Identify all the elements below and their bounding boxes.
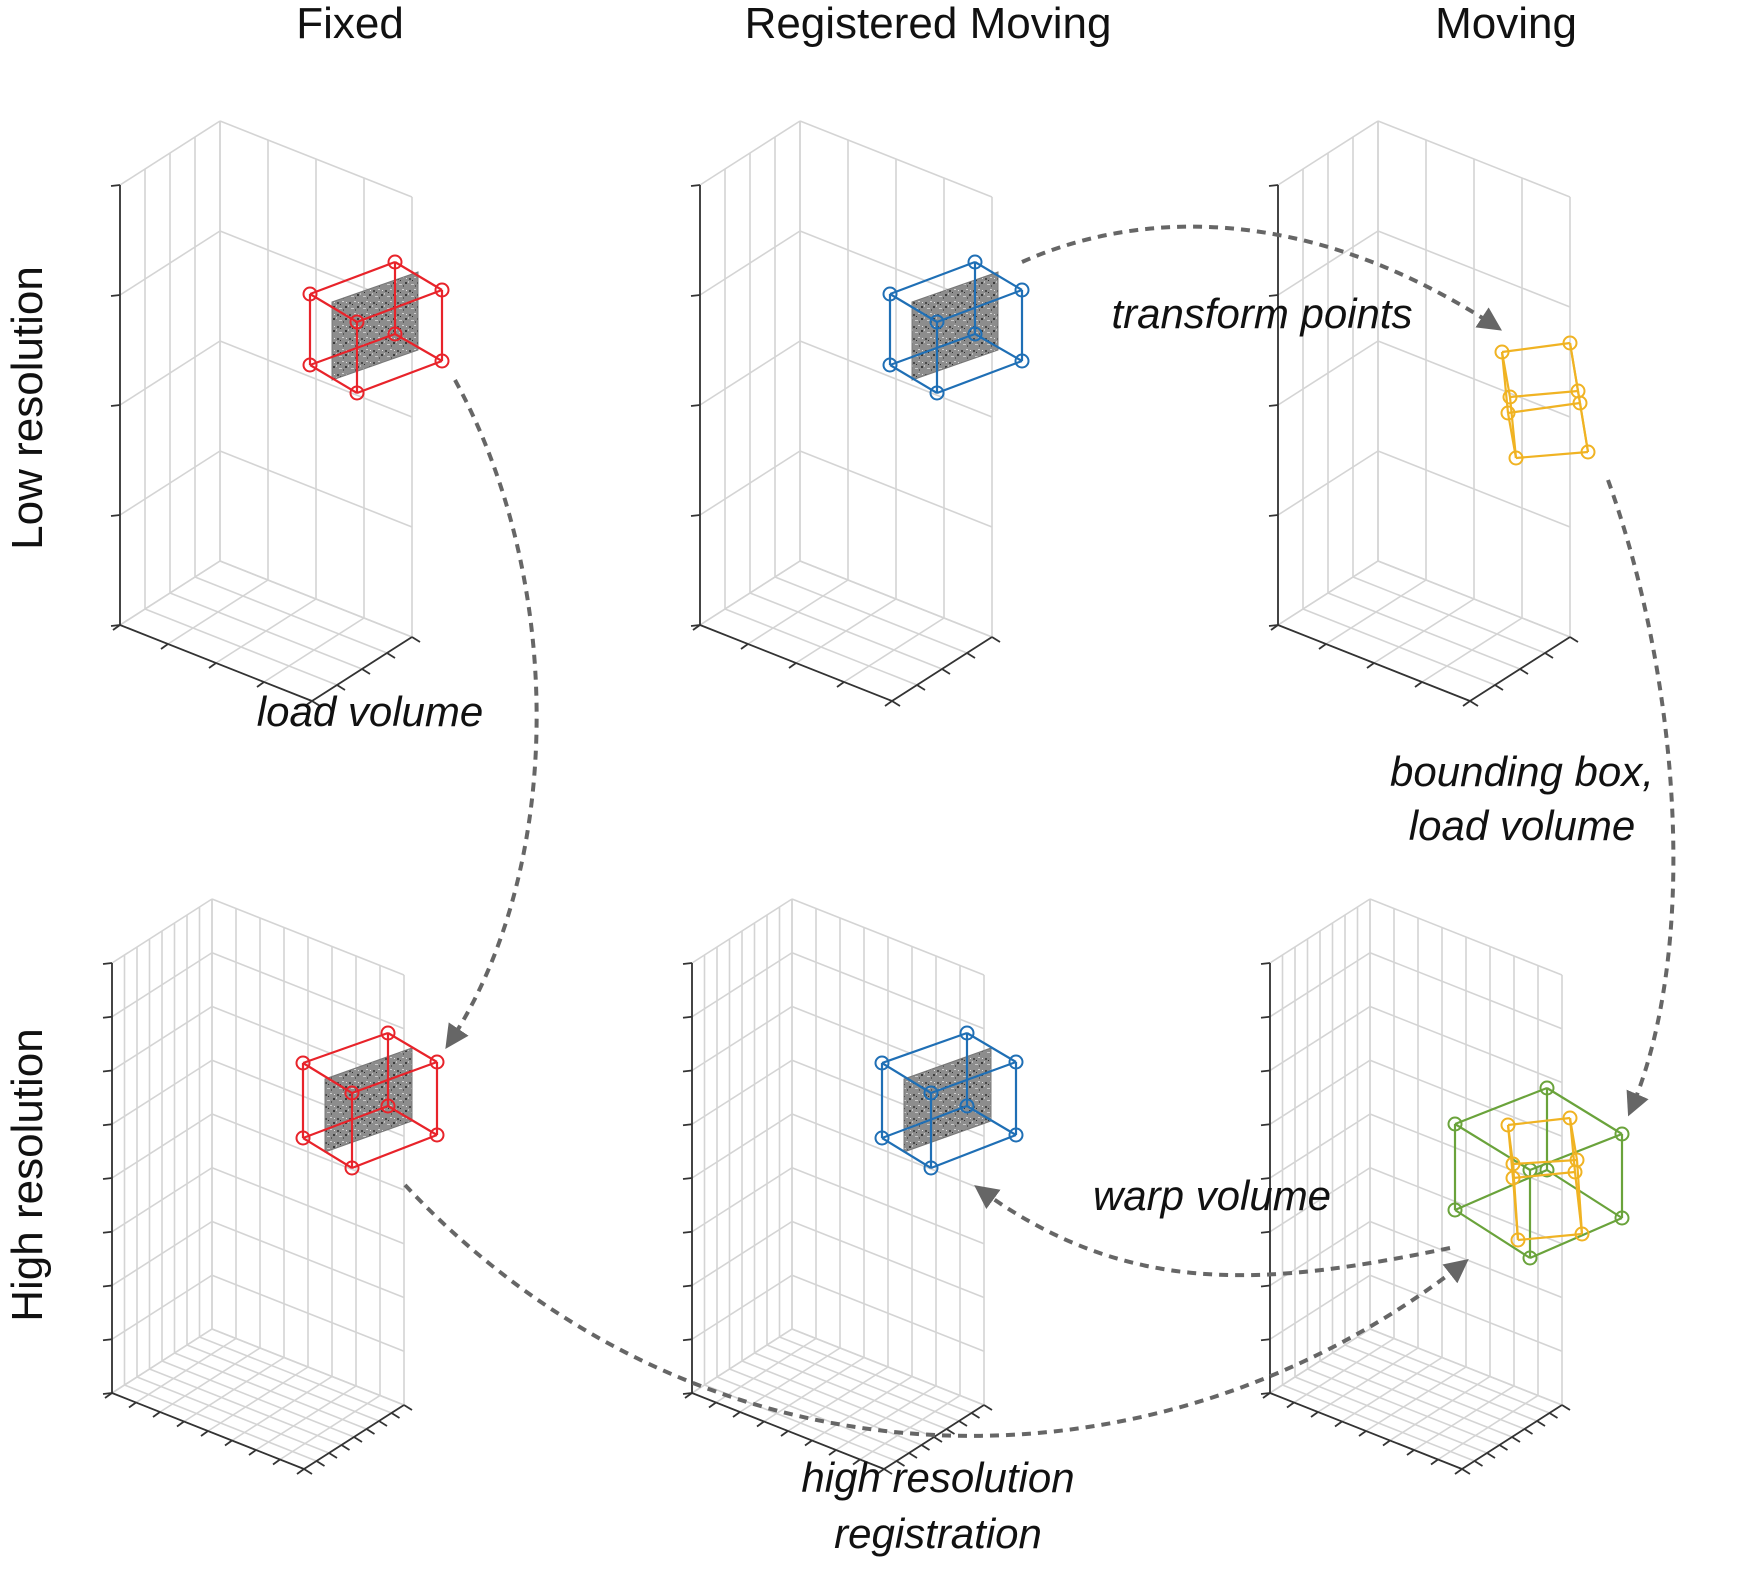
label-warp-volume: warp volume <box>1093 1172 1331 1219</box>
moving-points-high <box>1500 1110 1590 1248</box>
axes-registered-low <box>690 120 1001 707</box>
column-title-fixed: Fixed <box>296 0 404 48</box>
label-high-resolution: high resolution <box>801 1454 1074 1501</box>
arrow-transform-points <box>1021 224 1503 331</box>
label-load-volume-2: load volume <box>1409 802 1635 849</box>
axes-fixed-high <box>102 898 413 1475</box>
arrow-bounding-box-load-volume <box>1606 479 1676 1117</box>
axes-moving-low <box>1268 120 1579 707</box>
label-load-volume: load volume <box>257 688 483 735</box>
axes-registered-high <box>682 898 993 1475</box>
label-transform-points: transform points <box>1111 290 1412 337</box>
registered-volume-box-low <box>882 254 1030 401</box>
fixed-volume-box-high <box>295 1025 445 1176</box>
axes-fixed-low <box>110 120 421 707</box>
arrow-warp-volume <box>974 1185 1451 1278</box>
label-registration: registration <box>834 1510 1042 1557</box>
moving-points-low <box>1494 335 1596 466</box>
row-title-low-resolution: Low resolution <box>3 266 52 550</box>
fixed-volume-box-low <box>302 254 450 401</box>
registered-volume-box-high <box>874 1025 1024 1176</box>
label-bounding-box: bounding box, <box>1390 748 1654 795</box>
arrow-load-volume <box>445 379 539 1049</box>
column-title-moving: Moving <box>1435 0 1577 48</box>
arrow-high-resolution-registration <box>403 1183 1469 1438</box>
row-title-high-resolution: High resolution <box>3 1028 52 1322</box>
column-title-registered-moving: Registered Moving <box>745 0 1112 48</box>
